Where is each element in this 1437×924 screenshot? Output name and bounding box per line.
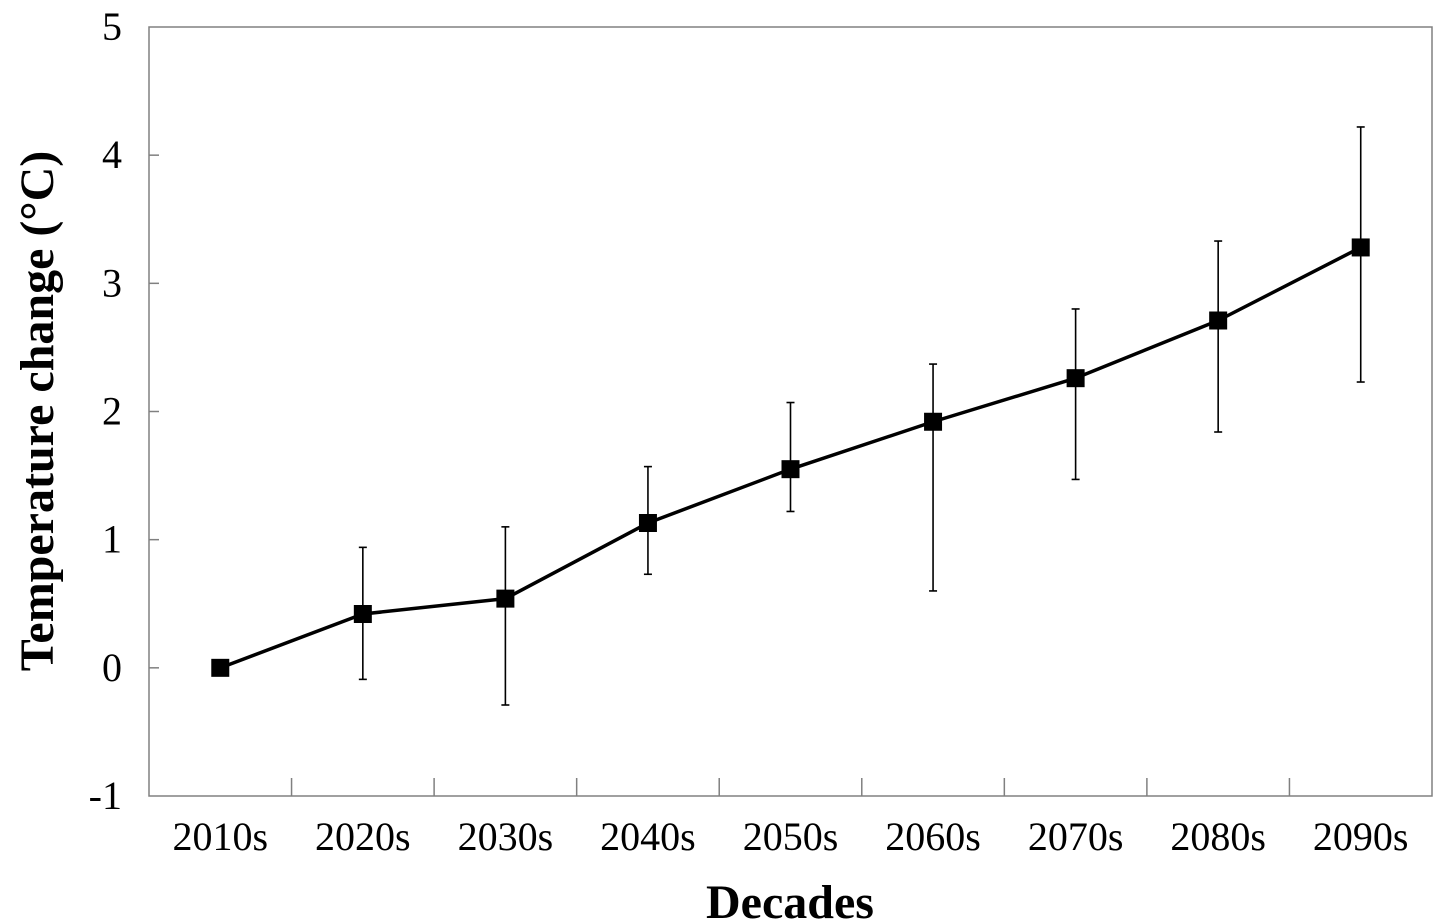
- x-tick-label: 2040s: [600, 814, 696, 859]
- error-bar: [786, 401, 795, 513]
- x-tick-label: 2020s: [315, 814, 411, 859]
- x-axis-title: Decades: [706, 876, 874, 924]
- y-tick-label: 5: [102, 4, 122, 49]
- x-tick-label: 2070s: [1028, 814, 1124, 859]
- x-axis-ticks: [290, 778, 1291, 796]
- y-tick-label: 2: [102, 389, 122, 434]
- error-bars: [358, 126, 1365, 706]
- data-point: [1066, 369, 1085, 388]
- data-point: [781, 460, 800, 479]
- y-tick-label: 0: [102, 645, 122, 690]
- error-bar: [1214, 240, 1223, 433]
- y-axis-tick-labels: -1 0 1 2 3 4 5: [89, 4, 122, 818]
- x-tick-label: 2060s: [885, 814, 981, 859]
- y-tick-label: 3: [102, 260, 122, 305]
- data-point: [353, 605, 372, 624]
- x-tick-label: 2030s: [458, 814, 554, 859]
- y-axis-title: Temperature change (°C): [11, 151, 64, 671]
- y-axis-ticks: [149, 154, 159, 669]
- data-point: [638, 514, 657, 533]
- data-point: [1351, 238, 1370, 257]
- error-bar: [1071, 308, 1080, 481]
- data-point: [924, 412, 943, 431]
- data-point: [1209, 311, 1228, 330]
- x-tick-label: 2090s: [1313, 814, 1409, 859]
- x-axis-tick-labels: 2010s 2020s 2030s 2040s 2050s 2060s 2070s 2080s…: [172, 814, 1408, 859]
- x-tick-label: 2080s: [1170, 814, 1266, 859]
- y-tick-label: 1: [102, 517, 122, 562]
- data-point: [496, 589, 515, 608]
- y-tick-label: -1: [89, 773, 122, 818]
- data-point-markers: [211, 238, 1370, 677]
- x-tick-label: 2050s: [743, 814, 839, 859]
- data-point: [211, 658, 230, 677]
- error-bar: [929, 363, 938, 592]
- x-tick-label: 2010s: [172, 814, 268, 859]
- error-bar: [501, 526, 510, 706]
- y-tick-label: 4: [102, 132, 122, 177]
